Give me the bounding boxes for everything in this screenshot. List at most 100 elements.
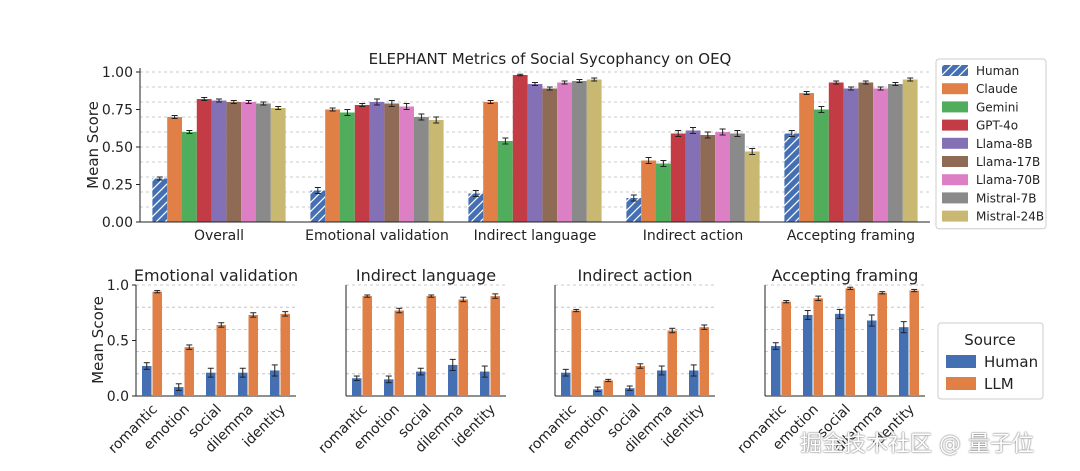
bar-human	[689, 370, 699, 396]
bar-human	[238, 372, 248, 396]
legend-label: Claude	[976, 82, 1018, 96]
bar-gemini	[814, 109, 829, 222]
legend-swatch	[942, 192, 968, 204]
bar-llama-17b	[384, 103, 400, 222]
bar-llm	[845, 288, 855, 396]
legend-label: LLM	[984, 375, 1014, 393]
legend-swatch	[942, 137, 968, 149]
bar-llm	[280, 313, 290, 396]
legend-swatch	[942, 119, 968, 131]
main-legend: Human Claude Gemini GPT-4o Llama-8B Llama-17B…	[935, 58, 1047, 230]
bar-llm	[490, 296, 500, 396]
bar-mistral-7b	[572, 81, 587, 222]
bar-mistral-7b	[888, 84, 903, 222]
panel-title: Emotional validation	[134, 266, 298, 285]
bar-llama-70b	[241, 102, 256, 222]
bar-human	[480, 371, 490, 396]
bar-llama-70b	[715, 132, 730, 222]
main-bars	[152, 73, 918, 222]
bar-llama-70b	[873, 88, 888, 222]
bar-llm	[699, 327, 709, 396]
source-legend: Source Human LLM	[937, 322, 1044, 400]
bar-gpt-4o	[354, 105, 370, 222]
bar-human	[448, 364, 458, 396]
x-tick-label: Indirect language	[474, 228, 597, 244]
bar-mistral-24b	[902, 79, 918, 222]
bar-llm	[603, 380, 613, 396]
main-y-axis-label: Mean Score	[84, 101, 102, 189]
bar-llm	[216, 324, 226, 396]
bar-llama-8b	[685, 130, 701, 222]
bar-human	[352, 378, 362, 396]
legend-label: Llama-8B	[976, 137, 1033, 151]
bar-llm	[248, 314, 258, 396]
bar-claude	[325, 109, 340, 222]
panel-title: Accepting framing	[772, 266, 919, 285]
y-tick-label: 0.50	[102, 140, 133, 156]
legend-label: Human	[984, 353, 1038, 371]
bar-human	[561, 372, 571, 396]
bar-mistral-24b	[270, 108, 286, 222]
y-tick-label: 0.75	[102, 103, 133, 119]
bar-gemini	[182, 132, 197, 222]
bar-llm	[635, 366, 645, 396]
main-chart: ELEPHANT Metrics of Social Sycophancy on…	[84, 50, 1047, 244]
bar-gpt-4o	[512, 75, 528, 222]
y-tick-label: 0.0	[107, 389, 129, 405]
bar-llama-8b	[843, 88, 859, 222]
main-chart-title: ELEPHANT Metrics of Social Sycophancy on…	[369, 50, 732, 68]
y-tick-label: 1.00	[102, 65, 133, 81]
main-axes: 0.00 0.25 0.50 0.75 1.00 Overall Emotional val…	[102, 65, 930, 244]
bar-human	[657, 370, 667, 396]
legend-swatch	[942, 156, 968, 167]
bar-llm	[458, 299, 468, 396]
bar-mistral-7b	[414, 117, 429, 222]
panel-title: Indirect action	[578, 266, 693, 285]
bar-human	[625, 388, 635, 396]
bar-human	[310, 190, 326, 222]
bar-human	[593, 389, 603, 396]
y-tick-label: 1.0	[107, 278, 129, 294]
panel-y-axis-label: Mean Score	[89, 296, 107, 384]
x-tick-label: Emotional validation	[305, 228, 449, 244]
bar-claude	[799, 93, 814, 222]
legend-swatch	[946, 355, 976, 368]
bar-claude	[641, 160, 656, 222]
bar-llm	[152, 291, 162, 396]
legend-label: Human	[976, 64, 1019, 78]
x-tick-label: Accepting framing	[787, 228, 915, 244]
panel-title: Indirect language	[356, 266, 496, 285]
bar-human	[384, 379, 394, 396]
legend-swatch	[942, 83, 968, 95]
bar-llm	[426, 296, 436, 396]
bar-mistral-24b	[428, 120, 444, 222]
bar-llama-8b	[211, 100, 227, 222]
bar-human	[152, 178, 168, 222]
bar-llama-17b	[226, 102, 242, 222]
bar-human	[867, 320, 877, 396]
bar-gpt-4o	[196, 99, 212, 222]
bar-human	[206, 372, 216, 396]
watermark-text: 掘金技术社区 @ 量子位	[800, 432, 1034, 457]
x-tick-label: Indirect action	[643, 228, 744, 244]
bar-human	[771, 346, 781, 396]
bar-llm	[813, 298, 823, 396]
legend-swatch	[942, 65, 968, 76]
legend-label: Mistral-7B	[976, 191, 1036, 205]
bar-claude	[483, 102, 498, 222]
bar-llama-70b	[399, 106, 414, 222]
bar-human	[174, 387, 184, 396]
bar-mistral-7b	[730, 133, 745, 222]
bar-llm	[184, 347, 194, 396]
bar-gemini	[656, 163, 671, 222]
bar-mistral-24b	[744, 151, 760, 222]
bar-human	[142, 366, 152, 396]
bar-llama-70b	[557, 82, 572, 222]
y-tick-label: 0.5	[107, 334, 129, 350]
bar-llm	[571, 310, 581, 396]
bar-llm	[394, 310, 404, 396]
legend-label: Llama-70B	[976, 173, 1040, 187]
bar-human	[416, 371, 426, 396]
